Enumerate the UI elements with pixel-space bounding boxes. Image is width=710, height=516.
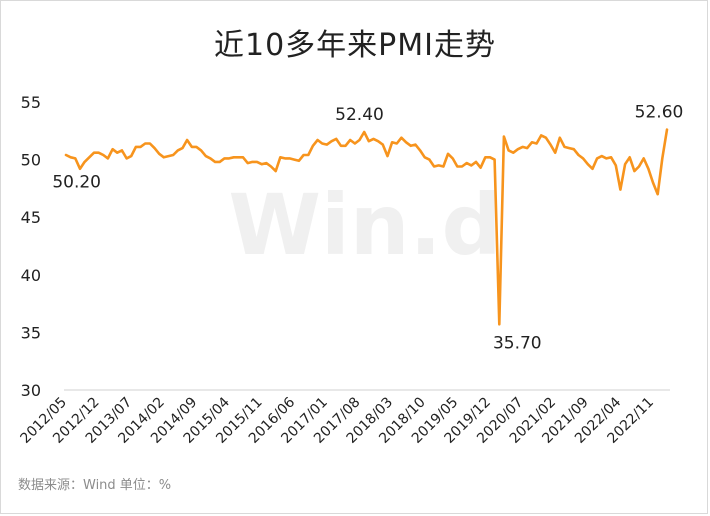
y-tick-label: 35 (21, 323, 41, 342)
series-group (64, 128, 669, 326)
y-tick-label: 55 (21, 93, 41, 112)
wind-watermark: Win.d (228, 176, 501, 274)
data-labels: 50.20 52.40 35.70 52.60 (52, 103, 683, 354)
chart-title: 近10多年来PMI走势 (214, 28, 496, 63)
y-tick-label: 40 (21, 266, 41, 285)
y-tick-label: 50 (21, 151, 41, 170)
x-axis: 2012/052012/122013/072014/022014/092015/… (18, 394, 657, 447)
y-tick-label: 45 (21, 208, 41, 227)
data-label: 52.60 (635, 103, 684, 123)
data-label: 52.40 (335, 105, 384, 125)
data-label: 35.70 (493, 333, 542, 353)
data-label: 50.20 (52, 172, 101, 192)
source-note: 数据来源：Wind 单位：% (18, 478, 172, 493)
y-tick-label: 30 (21, 381, 41, 400)
pmi-series-line (64, 128, 669, 326)
y-axis: 30 35 40 45 50 55 (21, 93, 41, 400)
